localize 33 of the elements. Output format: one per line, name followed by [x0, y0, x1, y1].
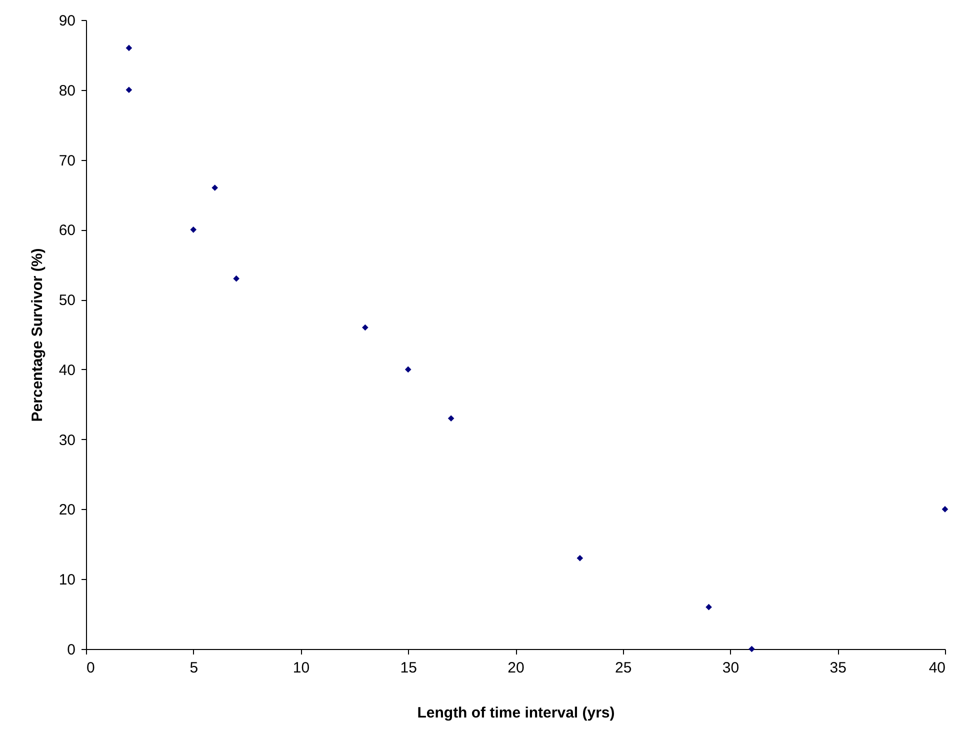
y-tick-label: 20: [58, 502, 76, 519]
point: [212, 184, 218, 191]
x-tick-label: 5: [190, 660, 198, 676]
y-tick-label: 60: [58, 222, 76, 240]
y-tick-label: 30: [58, 432, 76, 449]
point: [126, 86, 132, 94]
y-tick-label: 90: [58, 12, 76, 30]
x-tick-label: 35: [830, 660, 846, 676]
point: [190, 226, 197, 233]
x-tick-label: 30: [722, 660, 740, 676]
point: [126, 44, 132, 52]
point: [362, 324, 368, 331]
point: [576, 554, 584, 562]
x-axis-title: Length of time interval (yrs): [417, 704, 615, 722]
x-tick-label: 40: [928, 660, 946, 676]
y-tick-label: 80: [58, 82, 76, 100]
y-axis-title: Percentage Survivor (%): [28, 248, 46, 422]
point: [942, 506, 948, 512]
point: [404, 366, 412, 373]
point: [748, 646, 755, 652]
y-tick-label: 70: [58, 152, 76, 170]
point: [706, 604, 712, 610]
point: [233, 275, 240, 282]
x-tick-label: 10: [292, 660, 310, 676]
y-tick-label: 0: [67, 642, 76, 658]
y-tick-label: 50: [58, 292, 76, 310]
x-tick-label: 20: [508, 660, 524, 676]
y-tick-label: 40: [58, 362, 76, 379]
point: [448, 415, 454, 422]
y-tick-label: 10: [58, 572, 76, 589]
x-tick-label: 0: [86, 660, 95, 676]
x-tick-label: 25: [615, 660, 632, 676]
x-tick-label: 15: [400, 660, 417, 676]
